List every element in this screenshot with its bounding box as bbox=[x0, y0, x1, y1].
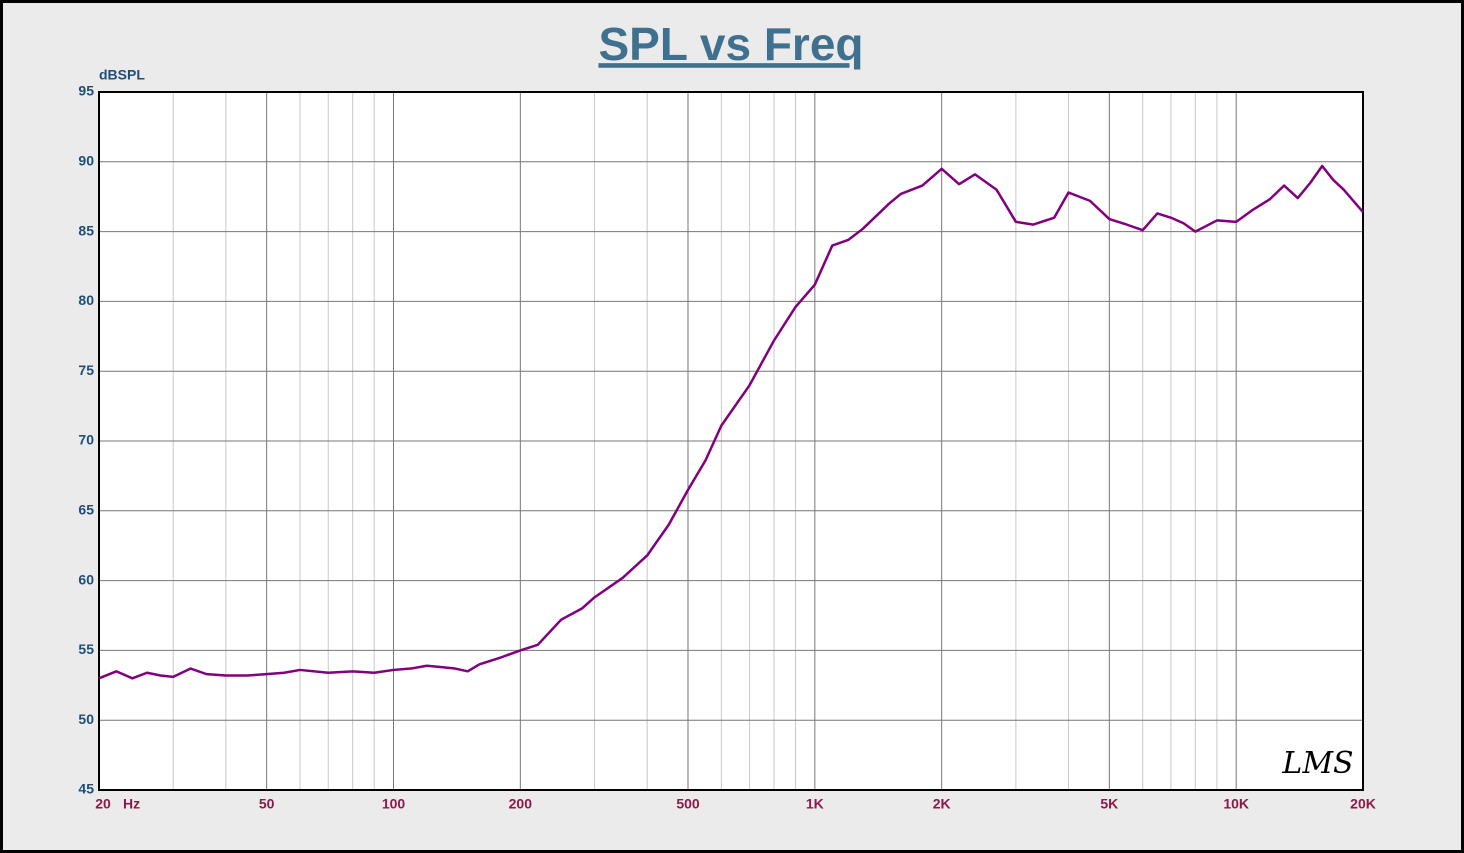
watermark: LMS bbox=[1281, 746, 1353, 781]
x-tick-label: 1K bbox=[806, 796, 824, 812]
y-tick-label: 75 bbox=[78, 362, 94, 378]
y-tick-label: 65 bbox=[78, 502, 94, 518]
y-tick-label: 90 bbox=[78, 153, 94, 169]
y-tick-label: 95 bbox=[78, 83, 94, 99]
chart-title: SPL vs Freq bbox=[598, 18, 863, 70]
y-tick-label: 80 bbox=[78, 292, 94, 308]
x-axis-label: Hz bbox=[123, 796, 140, 812]
y-tick-label: 85 bbox=[78, 222, 94, 238]
x-tick-label: 20K bbox=[1350, 796, 1376, 812]
y-tick-label: 50 bbox=[78, 711, 94, 727]
x-tick-label: 10K bbox=[1223, 796, 1249, 812]
y-axis-label: dBSPL bbox=[99, 67, 145, 83]
x-tick-label: 5K bbox=[1100, 796, 1118, 812]
x-tick-label: 20 bbox=[95, 796, 111, 812]
x-tick-label: 100 bbox=[382, 796, 406, 812]
data-line bbox=[98, 164, 1364, 680]
x-tick-label: 200 bbox=[509, 796, 533, 812]
y-tick-label: 45 bbox=[78, 781, 94, 797]
x-tick-label: 2K bbox=[933, 796, 951, 812]
y-tick-label: 60 bbox=[78, 571, 94, 587]
y-tick-label: 70 bbox=[78, 432, 94, 448]
y-tick-label: 55 bbox=[78, 641, 94, 657]
x-tick-label: 50 bbox=[259, 796, 275, 812]
plot-border bbox=[98, 91, 1364, 791]
x-tick-label: 500 bbox=[676, 796, 700, 812]
